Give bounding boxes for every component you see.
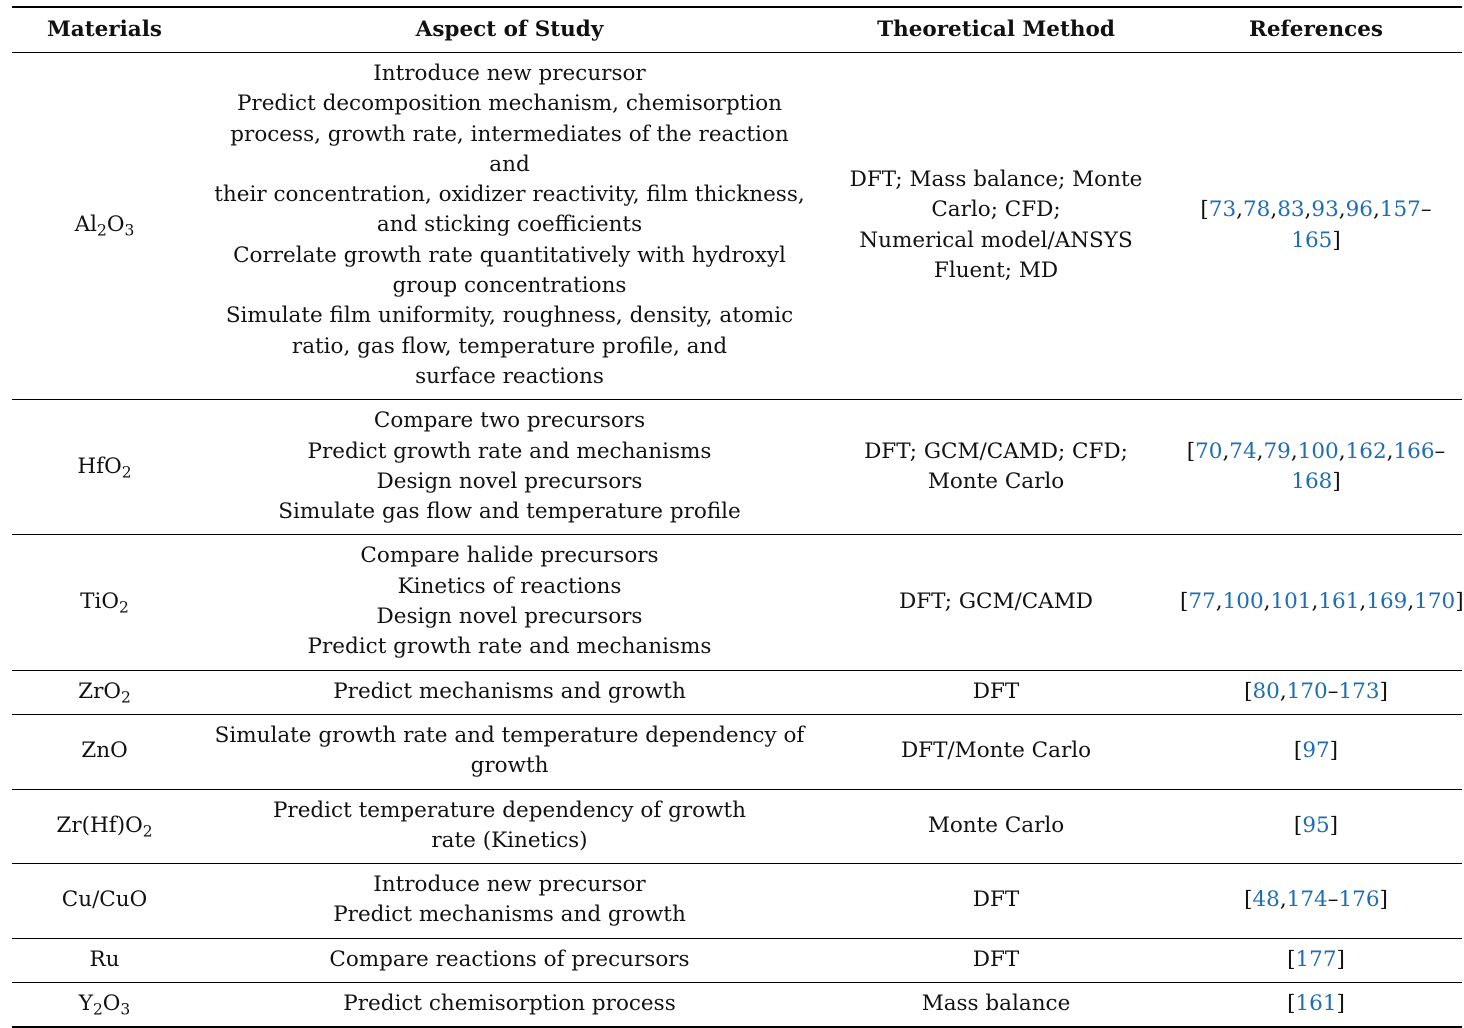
method-cell: DFT/Monte Carlo	[900, 738, 1092, 764]
reference-link[interactable]: 93	[1311, 197, 1339, 223]
page: Materials Aspect of Study Theoretical Me…	[12, 7, 1464, 1028]
methods-table: Materials Aspect of Study Theoretical Me…	[12, 6, 1464, 1028]
material-cell: ZnO	[81, 738, 128, 764]
aspect-cell: Predict chemisorption process	[343, 991, 676, 1017]
reference-link[interactable]: 166	[1393, 438, 1435, 464]
reference-link[interactable]: 162	[1345, 438, 1387, 464]
header-references: References	[1249, 16, 1383, 42]
reference-link[interactable]: 100	[1222, 588, 1264, 614]
reference-link[interactable]: 170	[1286, 678, 1328, 704]
reference-link[interactable]: 74	[1229, 438, 1257, 464]
references-cell: [95]	[1293, 812, 1339, 838]
table-row: ZnO Simulate growth rate and temperature…	[12, 714, 1462, 790]
material-cell: Ru	[89, 946, 120, 972]
reference-link[interactable]: 168	[1291, 468, 1333, 494]
material-cell: Cu/CuO	[61, 887, 148, 913]
reference-link[interactable]: 161	[1318, 588, 1360, 614]
table-row: Al2O3 Introduce new precursor Predict de…	[12, 53, 1462, 400]
method-cell: DFT; GCM/CAMD	[899, 588, 1093, 614]
references-cell: [80,170–173]	[1244, 678, 1388, 704]
method-cell: DFT	[972, 946, 1020, 972]
material-cell: HfO2	[77, 453, 132, 482]
reference-link[interactable]: 177	[1295, 946, 1337, 972]
reference-link[interactable]: 157	[1379, 197, 1421, 223]
reference-link[interactable]: 173	[1338, 678, 1380, 704]
aspect-cell: Predict temperature dependency of growth…	[272, 797, 747, 853]
reference-link[interactable]: 79	[1263, 438, 1291, 464]
header-aspect: Aspect of Study	[415, 16, 604, 42]
aspect-cell: Introduce new precursor Predict mechanis…	[333, 872, 686, 928]
aspect-cell: Compare halide precursors Kinetics of re…	[307, 543, 712, 660]
reference-link[interactable]: 83	[1277, 197, 1305, 223]
method-cell: Mass balance	[921, 991, 1071, 1017]
table-row: TiO2 Compare halide precursors Kinetics …	[12, 535, 1464, 671]
material-cell: ZrO2	[78, 678, 131, 706]
reference-link[interactable]: 174	[1286, 887, 1328, 913]
reference-link[interactable]: 161	[1295, 991, 1337, 1017]
table-row: ZrO2 Predict mechanisms and growth DFT […	[12, 670, 1462, 715]
references-cell: [48,174–176]	[1244, 887, 1388, 913]
reference-link[interactable]: 97	[1302, 738, 1330, 764]
reference-link[interactable]: 95	[1302, 812, 1330, 838]
material-cell: Zr(Hf)O2	[56, 812, 153, 840]
references-cell: [97]	[1293, 738, 1339, 764]
table-row: Zr(Hf)O2 Predict temperature dependency …	[12, 789, 1462, 864]
reference-link[interactable]: 73	[1208, 197, 1237, 223]
header-materials: Materials	[46, 16, 163, 42]
method-cell: DFT	[972, 887, 1020, 913]
reference-link[interactable]: 77	[1188, 588, 1216, 614]
method-cell: DFT; GCM/CAMD; CFD; Monte Carlo	[864, 438, 1128, 494]
method-cell: DFT; Mass balance; Monte Carlo; CFD; Num…	[849, 167, 1143, 283]
references-cell: [161]	[1287, 991, 1345, 1017]
references-cell: [177]	[1287, 946, 1345, 972]
aspect-cell: Introduce new precursor Predict decompos…	[214, 61, 805, 389]
references-cell: [77,100,101,161,169,170]	[1180, 588, 1464, 614]
method-cell: DFT	[972, 678, 1020, 704]
reference-link[interactable]: 165	[1291, 227, 1333, 253]
reference-link[interactable]: 170	[1414, 588, 1456, 614]
aspect-cell: Predict mechanisms and growth	[333, 678, 686, 704]
aspect-cell: Compare reactions of precursors	[329, 946, 690, 972]
material-cell: Al2O3	[74, 212, 135, 240]
aspect-cell: Compare two precursors Predict growth ra…	[278, 408, 741, 525]
table-row: Cu/CuO Introduce new precursor Predict m…	[12, 864, 1462, 939]
reference-link[interactable]: 78	[1242, 197, 1271, 223]
header-row: Materials Aspect of Study Theoretical Me…	[12, 7, 1462, 53]
reference-link[interactable]: 176	[1338, 887, 1380, 913]
table-row: Y2O3 Predict chemisorption process Mass …	[12, 983, 1462, 1028]
references-cell: [70,74,79,100,162,166– 168]	[1186, 438, 1446, 494]
aspect-cell: Simulate growth rate and temperature dep…	[214, 722, 805, 779]
references-cell: [73,78,83,93,96,157–165]	[1200, 197, 1432, 253]
header-method: Theoretical Method	[877, 16, 1115, 42]
material-cell: TiO2	[80, 588, 129, 617]
reference-link[interactable]: 70	[1195, 438, 1223, 464]
table-row: Ru Compare reactions of precursors DFT […	[12, 938, 1462, 983]
reference-link[interactable]: 169	[1366, 588, 1408, 614]
reference-link[interactable]: 80	[1252, 678, 1280, 704]
reference-link[interactable]: 48	[1252, 887, 1280, 913]
material-cell: Y2O3	[78, 991, 131, 1019]
table-row: HfO2 Compare two precursors Predict grow…	[12, 400, 1462, 535]
method-cell: Monte Carlo	[927, 812, 1065, 838]
reference-link[interactable]: 100	[1297, 438, 1339, 464]
reference-link[interactable]: 96	[1345, 197, 1373, 223]
reference-link[interactable]: 101	[1270, 588, 1312, 614]
